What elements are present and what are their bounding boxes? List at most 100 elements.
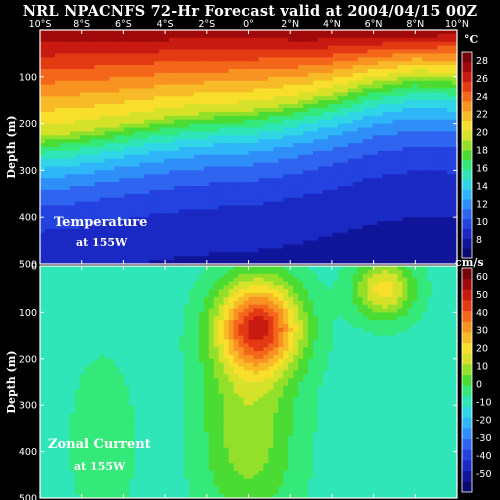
colorbar-label: 18 (476, 146, 488, 157)
colorbar-swatch (462, 406, 472, 418)
x-tick-label: 6°N (365, 19, 383, 30)
colorbar-swatch (462, 218, 472, 229)
colorbar-label: 50 (476, 290, 488, 301)
colorbar-swatch (462, 374, 472, 386)
colorbar-swatch (462, 300, 472, 312)
current-annotation-sub: at 155W (74, 460, 126, 473)
y-tick-label: 200 (19, 119, 37, 130)
colorbar-swatch (462, 353, 472, 365)
colorbar-label: -20 (476, 415, 492, 426)
colorbar-label: 12 (476, 199, 488, 210)
x-tick-label: 6°S (115, 19, 132, 30)
colorbar-swatch (462, 159, 472, 171)
colorbar-label: 24 (476, 92, 488, 103)
colorbar-swatch (462, 417, 472, 429)
colorbar-swatch (462, 199, 472, 210)
current-unit: cm/s (455, 256, 484, 269)
colorbar-label: -40 (476, 451, 492, 462)
colorbar-label: 10 (476, 362, 488, 373)
colorbar-swatch (462, 101, 472, 112)
colorbar-swatch (462, 238, 472, 249)
colorbar-swatch (462, 169, 472, 180)
y-tick-label: 200 (19, 354, 37, 365)
colorbar-label: -30 (476, 433, 492, 444)
y-tick-label: 300 (19, 401, 37, 412)
colorbar-label: -50 (476, 469, 492, 480)
colorbar-label: 10 (476, 217, 488, 228)
colorbar-swatch (462, 278, 472, 290)
colorbar-swatch (462, 460, 472, 472)
colorbar-swatch (462, 481, 472, 493)
colorbar-label: 16 (476, 163, 488, 174)
current-colorbar: 60 50 40 30 20 10 0 -10 -20 -30 -40 -50 (461, 267, 492, 493)
temperature-annotation: Temperature (54, 215, 147, 230)
colorbar-label: 26 (476, 74, 488, 85)
colorbar-label: 8 (476, 235, 482, 246)
colorbar-swatch (462, 289, 472, 301)
colorbar-label: -10 (476, 397, 492, 408)
colorbar-label: 14 (476, 181, 488, 192)
temperature-panel: 10°S 8°S 6°S 4°S 2°S 0° 2°N 4°N 6°N 8°N 10°N 100 20… (5, 19, 469, 271)
colorbar-label: 20 (476, 344, 488, 355)
current-annotation: Zonal Current (48, 437, 151, 452)
colorbar-swatch (462, 248, 472, 259)
x-tick-label: 2°N (281, 19, 299, 30)
colorbar-swatch (462, 208, 472, 220)
current-ylabel: Depth (m) (5, 350, 18, 413)
colorbar-swatch (462, 449, 472, 461)
colorbar-swatch (462, 91, 472, 102)
colorbar-label: 30 (476, 326, 488, 337)
x-tick-label: 8°S (73, 19, 90, 30)
temperature-unit: °C (464, 33, 479, 46)
x-tick-label: 2°S (198, 19, 215, 30)
colorbar-swatch (462, 428, 472, 440)
colorbar-swatch (462, 332, 472, 344)
colorbar-swatch (462, 228, 472, 239)
colorbar-swatch (462, 189, 472, 200)
colorbar-swatch (462, 310, 472, 322)
colorbar-label: 20 (476, 128, 488, 139)
x-tick-label: 8°N (406, 19, 424, 30)
y-tick-label: 0 (31, 262, 37, 273)
y-tick-label: 500 (19, 494, 37, 500)
zonal-current-panel: 10°S8°S6°S4°S2°S0°2°N4°N6°N8°N10°N 01002… (5, 262, 458, 500)
x-tick-label: 0° (243, 19, 254, 30)
colorbar-swatch (462, 321, 472, 333)
temperature-ylabel: Depth (m) (5, 115, 18, 178)
colorbar-swatch (462, 71, 472, 82)
colorbar-swatch (462, 130, 472, 141)
colorbar-label: 60 (476, 272, 488, 283)
colorbar-swatch (462, 364, 472, 376)
colorbar-swatch (462, 396, 472, 408)
colorbar-swatch (462, 61, 472, 73)
colorbar-swatch (462, 52, 472, 63)
colorbar-label: 40 (476, 308, 488, 319)
y-tick-label: 100 (19, 308, 37, 319)
colorbar-swatch (462, 179, 472, 190)
colorbar-swatch (462, 438, 472, 450)
colorbar-swatch (462, 385, 472, 397)
x-tick-label: 10°S (29, 19, 52, 30)
y-tick-label: 500 (19, 260, 37, 271)
colorbar-swatch (462, 110, 472, 122)
chart-title: NRL NPACNFS 72-Hr Forecast valid at 2004… (22, 3, 478, 20)
temperature-colorbar: 28 26 24 22 20 18 16 14 12 10 8 (461, 51, 488, 259)
colorbar-label: 22 (476, 110, 488, 121)
colorbar-swatch (462, 470, 472, 482)
y-tick-label: 400 (19, 213, 37, 224)
colorbar-label: 28 (476, 56, 488, 67)
colorbar-swatch (462, 268, 472, 280)
colorbar-swatch (462, 150, 472, 161)
colorbar-label: 0 (476, 380, 482, 391)
colorbar-swatch (462, 120, 472, 131)
y-tick-label: 300 (19, 166, 37, 177)
x-tick-label: 4°S (157, 19, 174, 30)
colorbar-swatch (462, 81, 472, 92)
colorbar-swatch (462, 140, 472, 151)
y-tick-label: 100 (19, 72, 37, 83)
x-tick-label: 10°N (445, 19, 469, 30)
colorbar-swatch (462, 342, 472, 354)
temperature-annotation-sub: at 155W (76, 236, 128, 249)
x-tick-label: 4°N (323, 19, 341, 30)
